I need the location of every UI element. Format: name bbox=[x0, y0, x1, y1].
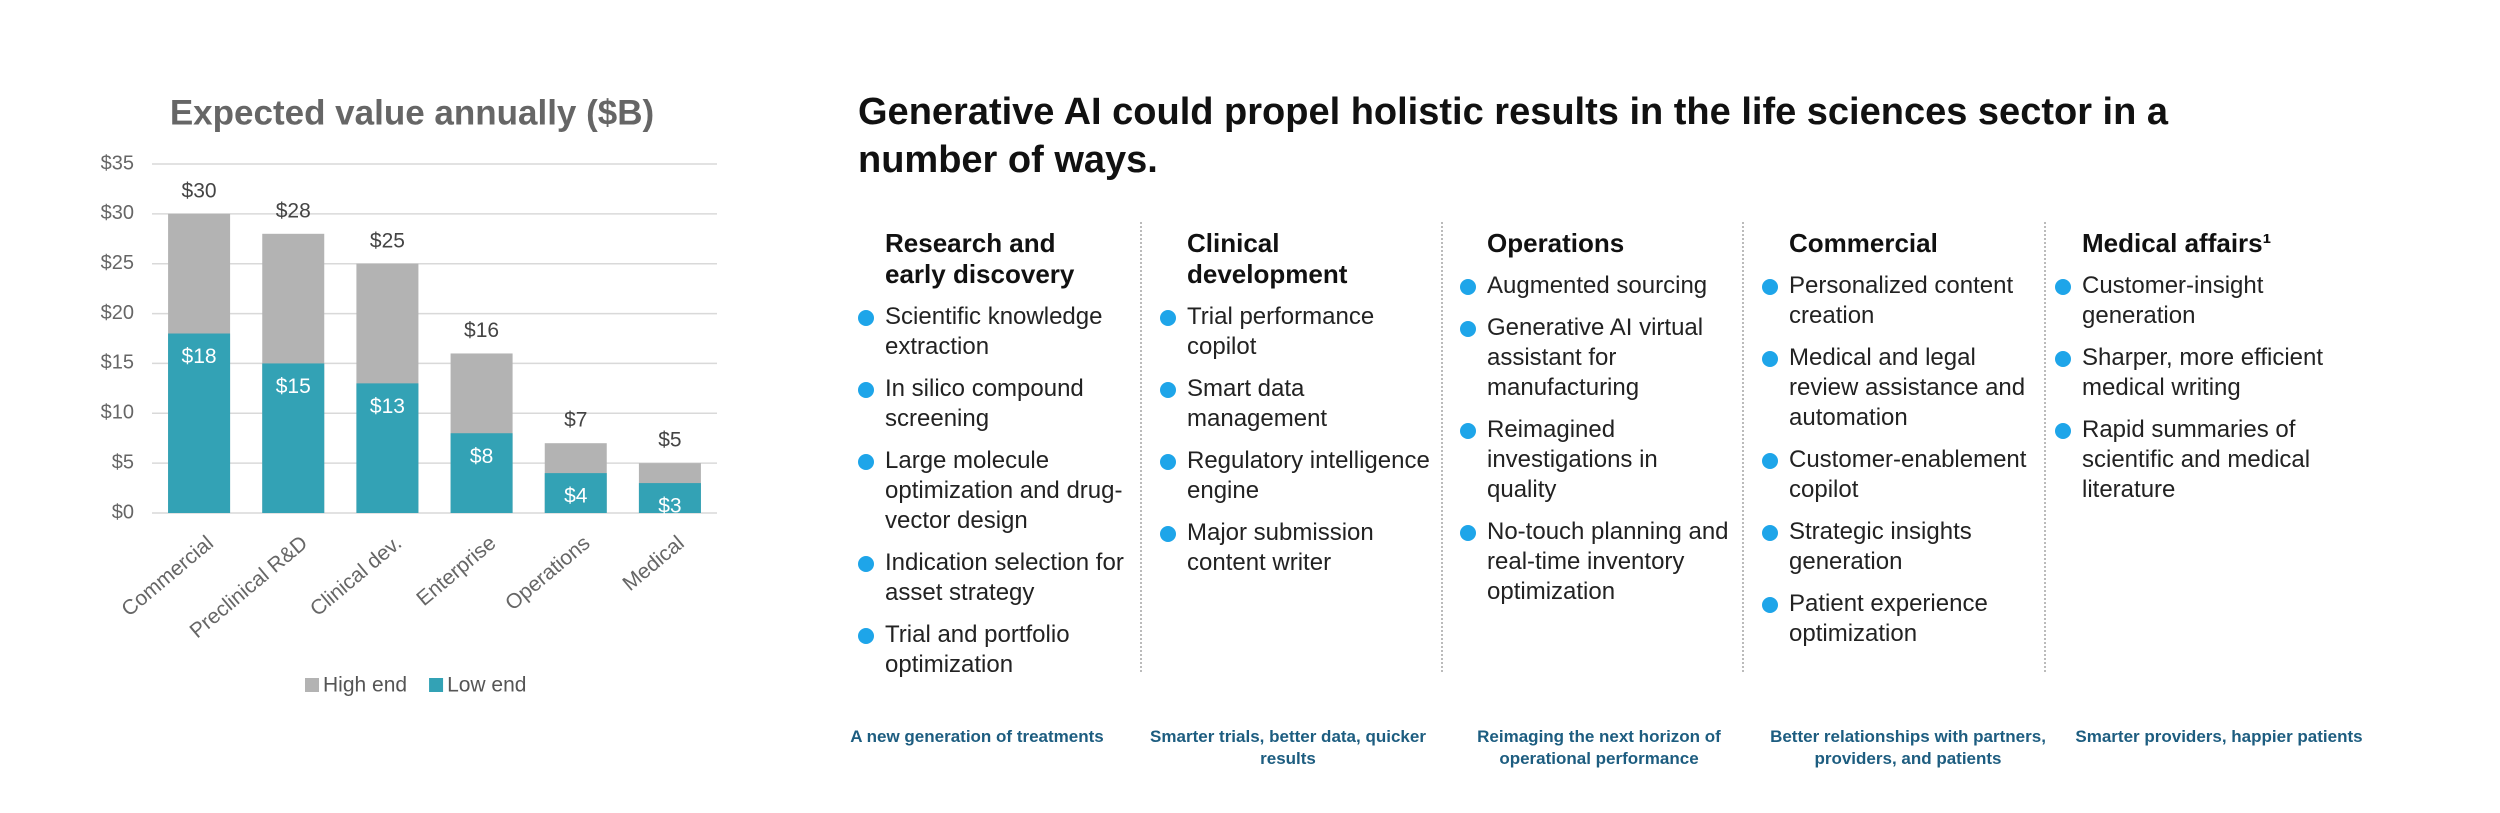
chart-title: Expected value annually ($B) bbox=[170, 93, 654, 132]
column-heading: Research and early discovery bbox=[885, 228, 1075, 289]
list-item: Indication selection for asset strategy bbox=[858, 548, 1130, 608]
list-item: Smart data management bbox=[1160, 374, 1432, 434]
y-tick-label: $15 bbox=[101, 352, 134, 374]
list-item: Sharper, more efficient medical writing bbox=[2055, 343, 2327, 403]
tagline: Smarter providers, happier patients bbox=[2075, 727, 2363, 746]
list-item: Trial performance copilot bbox=[1160, 302, 1432, 362]
value-label: $30 bbox=[182, 179, 217, 202]
list-item: Rapid summaries of scientific and medica… bbox=[2055, 415, 2327, 505]
y-tick-label: $30 bbox=[101, 202, 134, 224]
list-item: Patient experience optimization bbox=[1762, 589, 2034, 649]
list-item: No-touch planning and real-time inventor… bbox=[1460, 517, 1732, 607]
column: Operations Augmented sourcing Generative A… bbox=[1460, 228, 1750, 619]
list-item: Regulatory intelligence engine bbox=[1160, 446, 1432, 506]
tagline: A new generation of treatments bbox=[850, 727, 1104, 746]
chart: Expected value annually ($B) $0 $5 $10 $15 $… bbox=[101, 93, 717, 697]
list-item: Customer-enablement copilot bbox=[1762, 445, 2034, 505]
x-tick-label: Clinical dev. bbox=[306, 531, 406, 620]
y-tick-label: $35 bbox=[101, 152, 134, 174]
y-tick-label: $20 bbox=[101, 302, 134, 324]
list-item: Trial and portfolio optimization bbox=[858, 620, 1130, 680]
item-list: Personalized content creation Medical and… bbox=[1762, 271, 2052, 649]
item-list: Scientific knowledge extraction In silico… bbox=[858, 302, 1148, 680]
column: Clinical development Trial performance co… bbox=[1160, 228, 1450, 590]
value-label: $28 bbox=[276, 199, 311, 222]
column-heading: Commercial bbox=[1789, 228, 1938, 258]
x-tick-label: Commercial bbox=[117, 531, 218, 621]
list-item: Major submission content writer bbox=[1160, 518, 1432, 578]
divider bbox=[1140, 222, 1142, 672]
value-label: $3 bbox=[658, 495, 681, 518]
legend-swatch bbox=[429, 678, 444, 692]
divider bbox=[1441, 222, 1443, 672]
y-tick-label: $10 bbox=[101, 402, 134, 424]
divider bbox=[1742, 222, 1744, 672]
bar bbox=[262, 363, 325, 513]
y-tick-label: $0 bbox=[112, 501, 134, 523]
y-tick-label: $25 bbox=[101, 252, 134, 274]
legend-label: High end bbox=[323, 674, 407, 697]
x-tick-label: Enterprise bbox=[412, 531, 500, 610]
column: Medical affairs¹ Customer-insight generat… bbox=[2055, 228, 2345, 517]
legend-label: Low end bbox=[447, 674, 526, 697]
column-heading: Clinical development bbox=[1187, 228, 1348, 289]
value-label: $8 bbox=[470, 445, 493, 468]
value-label: $18 bbox=[182, 345, 217, 368]
value-label: $16 bbox=[464, 319, 499, 342]
list-item: Generative AI virtual assistant for manu… bbox=[1460, 313, 1732, 403]
bar bbox=[450, 433, 513, 513]
tagline: Better relationships with partners, prov… bbox=[1770, 727, 2046, 768]
list-item: In silico compound screening bbox=[858, 374, 1130, 434]
column-heading: Medical affairs¹ bbox=[2082, 228, 2272, 258]
legend-swatch bbox=[305, 678, 319, 692]
item-list: Trial performance copilot Smart data mana… bbox=[1160, 302, 1450, 578]
column-heading: Operations bbox=[1487, 228, 1625, 258]
bar bbox=[168, 333, 231, 513]
divider bbox=[2044, 222, 2046, 672]
item-list: Augmented sourcing Generative AI virtual … bbox=[1460, 271, 1750, 607]
list-item: Reimagined investigations in quality bbox=[1460, 415, 1732, 505]
list-item: Large molecule optimization and drug-vec… bbox=[858, 446, 1130, 536]
list-item: Scientific knowledge extraction bbox=[858, 302, 1130, 362]
y-tick-label: $5 bbox=[112, 451, 134, 473]
list-item: Personalized content creation bbox=[1762, 271, 2034, 331]
tagline: Smarter trials, better data, quicker res… bbox=[1150, 727, 1426, 768]
column: Commercial Personalized content creation M… bbox=[1762, 228, 2052, 661]
item-list: Customer-insight generation Sharper, more… bbox=[2055, 271, 2345, 505]
list-item: Medical and legal review assistance and … bbox=[1762, 343, 2034, 433]
x-tick-label: Medical bbox=[618, 531, 688, 595]
bar bbox=[356, 383, 419, 513]
list-item: Strategic insights generation bbox=[1762, 517, 2034, 577]
value-label: $15 bbox=[276, 375, 311, 398]
x-tick-label: Operations bbox=[501, 531, 594, 615]
tagline: Reimaging the next horizon of operationa… bbox=[1477, 727, 1721, 768]
value-label: $7 bbox=[564, 409, 587, 432]
bar bbox=[638, 483, 701, 513]
value-label: $4 bbox=[564, 485, 588, 508]
panel-title: Generative AI could propel holistic resu… bbox=[858, 91, 2168, 181]
column: Research and early discovery Scientific k… bbox=[858, 228, 1148, 692]
value-label: $5 bbox=[658, 429, 681, 452]
list-item: Customer-insight generation bbox=[2055, 271, 2327, 331]
list-item: Augmented sourcing bbox=[1460, 271, 1732, 301]
value-label: $25 bbox=[370, 229, 405, 252]
value-label: $13 bbox=[370, 395, 405, 418]
bar bbox=[544, 473, 607, 513]
